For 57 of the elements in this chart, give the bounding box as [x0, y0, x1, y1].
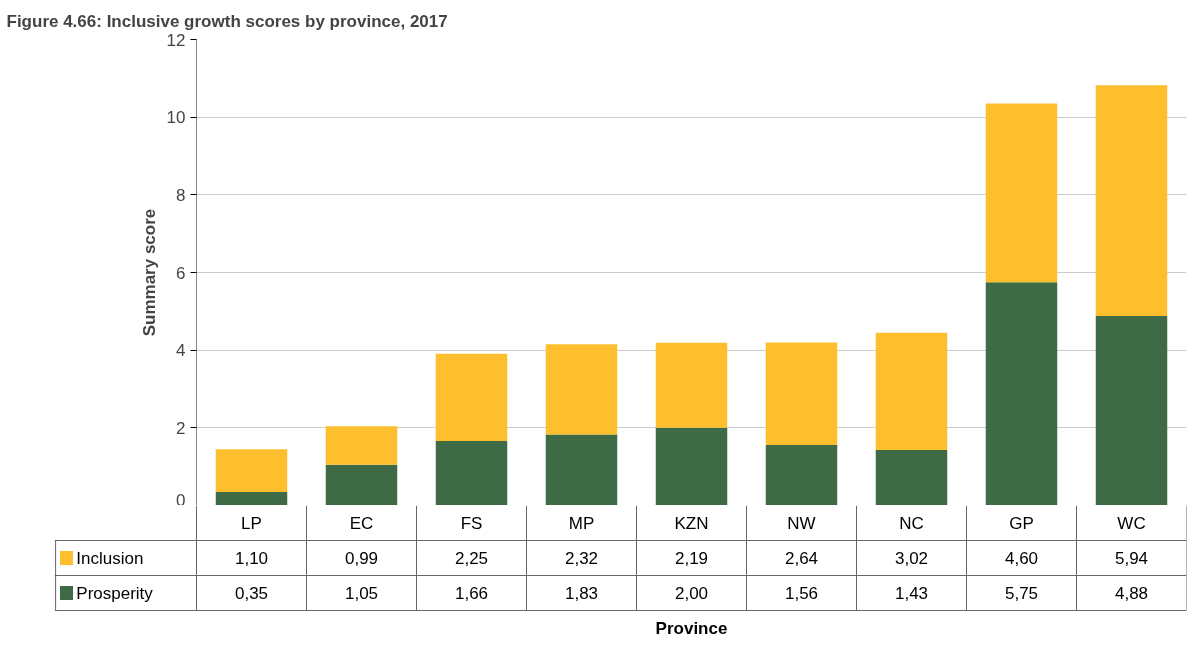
data-label: 2,00	[674, 584, 709, 603]
data-label: 5,75	[1004, 584, 1039, 603]
bar	[215, 491, 288, 505]
bar	[655, 427, 728, 505]
bar	[655, 342, 728, 428]
data-label: 1,10	[234, 549, 269, 568]
chart-title: Figure 4.66: Inclusive growth scores by province, 2017	[6, 11, 448, 31]
bar	[1095, 85, 1168, 316]
data-label: 2,19	[674, 549, 709, 568]
x-tick-label: NC	[899, 513, 924, 533]
bar	[985, 282, 1058, 505]
x-tick-label: GP	[1009, 513, 1034, 533]
y-tick-label: 10	[166, 108, 186, 128]
y-axis-title: Summary score	[139, 208, 159, 337]
y-tick-label: 6	[176, 263, 186, 283]
data-label: 4,88	[1114, 584, 1149, 603]
x-tick-label: LP	[241, 513, 262, 533]
data-label: 0,99	[344, 549, 379, 568]
bar	[325, 426, 398, 465]
bar	[545, 344, 618, 435]
data-label: 1,05	[344, 584, 379, 603]
bar	[875, 332, 948, 450]
data-label: 1,56	[784, 584, 819, 603]
bar	[545, 434, 618, 505]
legend-label: Inclusion	[76, 548, 144, 568]
bar	[1095, 315, 1168, 505]
text: Province	[655, 618, 728, 638]
x-tick-label: MP	[568, 513, 595, 533]
y-tick-label: 0	[176, 490, 186, 510]
data-label: 1,83	[564, 584, 599, 603]
data-label: 3,02	[894, 549, 929, 568]
y-tick-label: 8	[176, 185, 186, 205]
x-tick-label: EC	[349, 513, 374, 533]
bar	[435, 441, 508, 505]
x-tick-label: FS	[460, 513, 483, 533]
data-label: 2,25	[454, 549, 489, 568]
bar	[985, 103, 1058, 283]
bar	[765, 342, 838, 445]
y-tick-label: 12	[166, 30, 186, 50]
y-tick-label: 2	[176, 418, 186, 438]
data-label: 0,35	[234, 584, 269, 603]
y-tick-label: 4	[176, 341, 186, 361]
data-label: 1,66	[454, 584, 489, 603]
x-tick-label: KZN	[674, 513, 709, 533]
bar	[765, 444, 838, 505]
data-label: 4,60	[1004, 549, 1039, 568]
legend-label: Prosperity	[76, 583, 154, 603]
data-label: 2,32	[564, 549, 599, 568]
x-tick-label: NW	[787, 513, 816, 533]
x-tick-label: WC	[1117, 513, 1146, 533]
data-label: 2,64	[784, 549, 819, 568]
bar	[875, 449, 948, 505]
data-label: 5,94	[1114, 549, 1149, 568]
data-label: 1,43	[894, 584, 929, 603]
bar	[215, 449, 288, 492]
bar	[325, 464, 398, 505]
bar	[435, 353, 508, 442]
